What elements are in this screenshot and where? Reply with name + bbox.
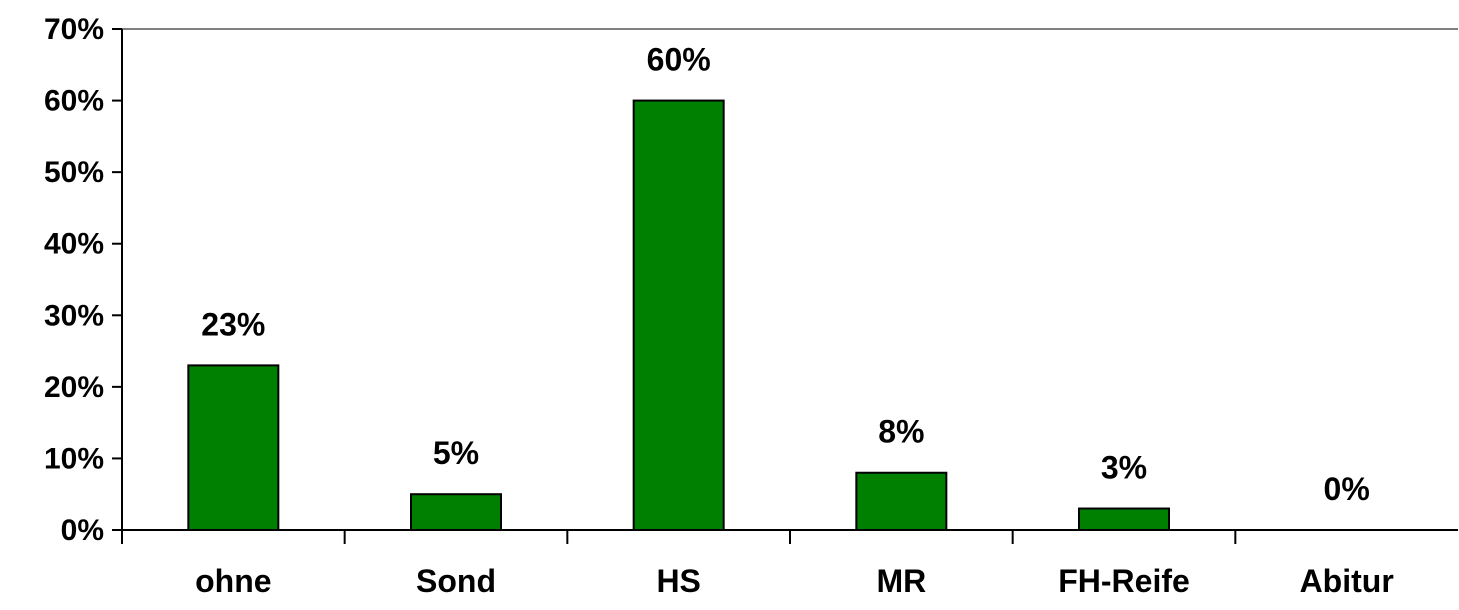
y-tick-label: 20%: [44, 371, 104, 404]
x-tick-label: Abitur: [1300, 563, 1394, 599]
bar-ohne: [187, 364, 280, 531]
data-label: 8%: [878, 414, 924, 450]
y-tick-label: 30%: [44, 299, 104, 332]
data-label: 0%: [1324, 471, 1370, 507]
y-tick-label: 50%: [44, 156, 104, 189]
y-tick-label: 60%: [44, 85, 104, 118]
data-label: 3%: [1101, 450, 1147, 486]
labels-layer: 0% 10% 20% 30% 40% 50% 60% 70% 23% ohne 5% Sond 60% H…: [44, 13, 1394, 599]
x-tick-label: MR: [876, 563, 926, 599]
bar-mr: [855, 471, 948, 531]
x-tick-label: HS: [656, 563, 700, 599]
data-label: 60%: [647, 42, 711, 78]
y-tick-label: 10%: [44, 442, 104, 475]
bar-sond: [410, 493, 502, 532]
x-tick-label: ohne: [195, 563, 271, 599]
bar-hs: [632, 99, 725, 531]
y-tick-label: 40%: [44, 228, 104, 261]
data-label: 23%: [201, 306, 265, 342]
bars-layer: [187, 99, 1170, 532]
data-label: 5%: [433, 435, 479, 471]
bar-fh-reife: [1078, 507, 1170, 531]
y-tick-label: 0%: [61, 514, 104, 547]
axes-layer: [112, 28, 1458, 544]
x-tick-label: Sond: [416, 563, 496, 599]
y-tick-label: 70%: [44, 13, 104, 46]
x-tick-label: FH-Reife: [1058, 563, 1190, 599]
